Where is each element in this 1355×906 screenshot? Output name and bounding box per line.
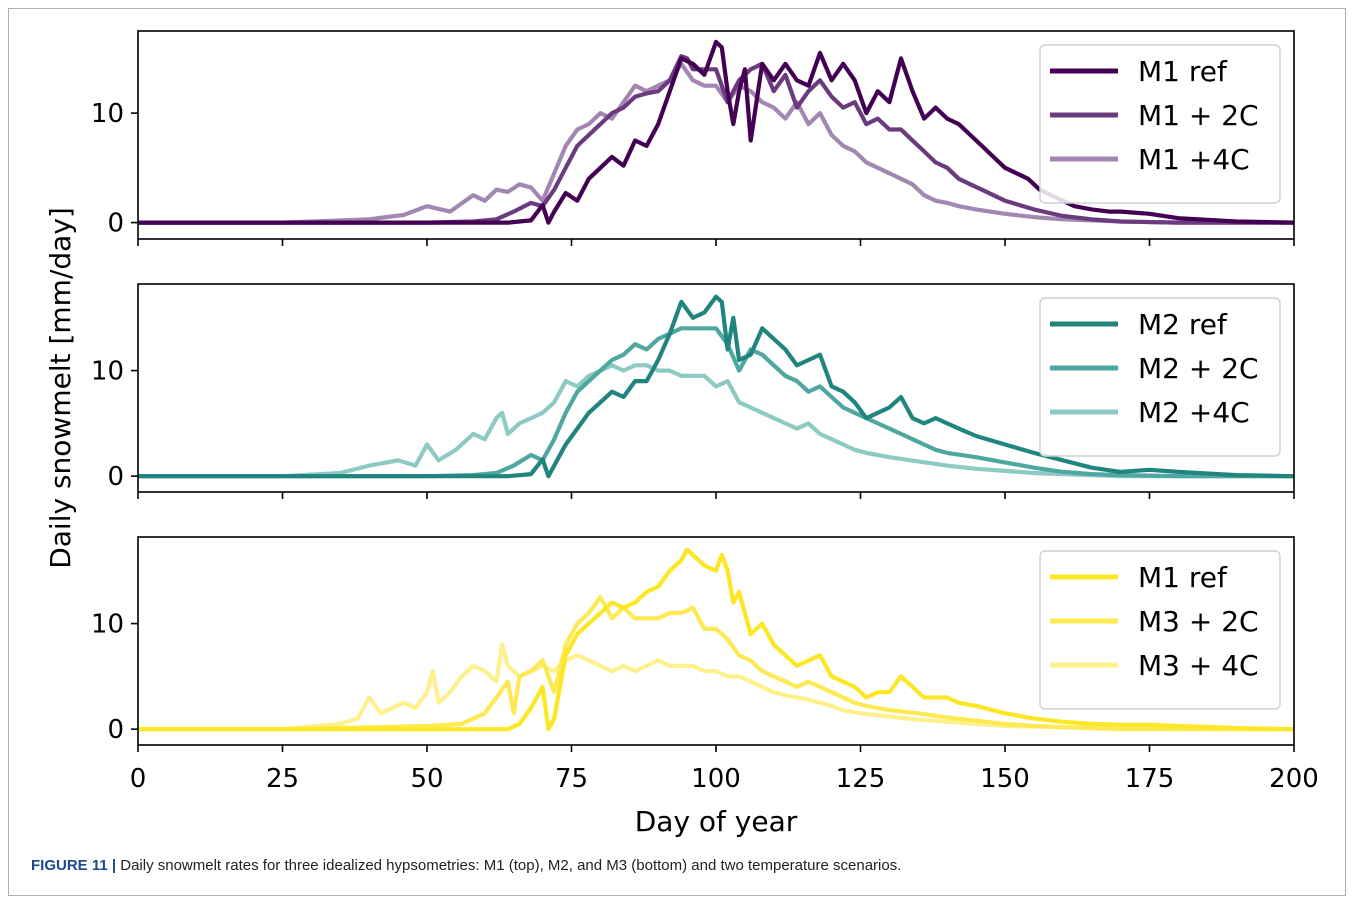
series-line-0 [138,294,1294,479]
x-tick-label: 25 [266,764,299,794]
y-tick-label: 10 [91,357,124,387]
legend-label: M2 +4C [1138,396,1250,429]
legend-item: M1 + 2C [1050,99,1259,132]
legend-label: M3 + 4C [1138,649,1259,682]
y-tick-label: 10 [91,610,124,640]
legend-item: M3 + 2C [1050,605,1259,638]
caption-text: Daily snowmelt rates for three idealized… [116,857,902,874]
series-line-1 [138,595,1294,732]
legend: M1 ref M3 + 2C M3 + 4C [1039,550,1281,710]
legend-label: M1 ref [1138,561,1228,594]
panel-middle: 0 10 M2 ref M2 + 2C M2 +4C Daily snowmelt [mm… [44,207,1295,569]
x-tick-label: 175 [1125,764,1175,794]
series-line-2 [138,642,1294,732]
legend-item: M1 ref [1050,561,1228,594]
series-line-0 [138,39,1294,225]
series-line-0 [138,547,1294,732]
legend-item: M2 ref [1050,308,1228,341]
y-tick-label: 0 [107,462,124,492]
legend-box [1039,297,1281,457]
legend-box [1039,550,1281,710]
y-tick-label: 10 [91,99,124,129]
legend-item: M2 +4C [1050,396,1250,429]
panel-top: 0 10 M1 ref M1 + 2C M1 +4C [91,30,1295,246]
x-tick-label: 75 [555,764,588,794]
legend-item: M1 +4C [1050,143,1250,176]
legend: M2 ref M2 + 2C M2 +4C [1039,297,1281,457]
series-line-2 [138,363,1294,479]
legend: M1 ref M1 + 2C M1 +4C [1039,44,1281,204]
y-tick-label: 0 [107,715,124,745]
y-axis-label: Daily snowmelt [mm/day] [44,207,77,569]
legend-label: M1 +4C [1138,143,1250,176]
series-lines [138,294,1294,479]
series-lines [138,547,1294,732]
x-axis-label: Day of year [635,805,798,838]
figure-frame: 0 10 M1 ref M1 + 2C M1 +4C 0 10 M2 ref M2 + 2C M2… [8,8,1346,896]
x-tick-label: 150 [980,764,1030,794]
legend-box [1039,44,1281,204]
y-tick-label: 0 [107,209,124,239]
legend-label: M2 ref [1138,308,1228,341]
legend-item: M2 + 2C [1050,352,1259,385]
legend-label: M2 + 2C [1138,352,1259,385]
legend-item: M1 ref [1050,55,1228,88]
series-lines [138,39,1294,225]
x-tick-label: 125 [836,764,886,794]
figure-caption: FIGURE 11 | Daily snowmelt rates for thr… [31,857,901,874]
legend-label: M3 + 2C [1138,605,1259,638]
x-tick-label: 100 [691,764,741,794]
x-tick-label: 200 [1269,764,1319,794]
legend-item: M3 + 4C [1050,649,1259,682]
x-tick-label: 0 [130,764,147,794]
legend-label: M1 ref [1138,55,1228,88]
caption-label: FIGURE 11 | [31,857,117,874]
x-tick-label: 50 [410,764,443,794]
series-line-1 [138,326,1294,479]
legend-label: M1 + 2C [1138,99,1259,132]
